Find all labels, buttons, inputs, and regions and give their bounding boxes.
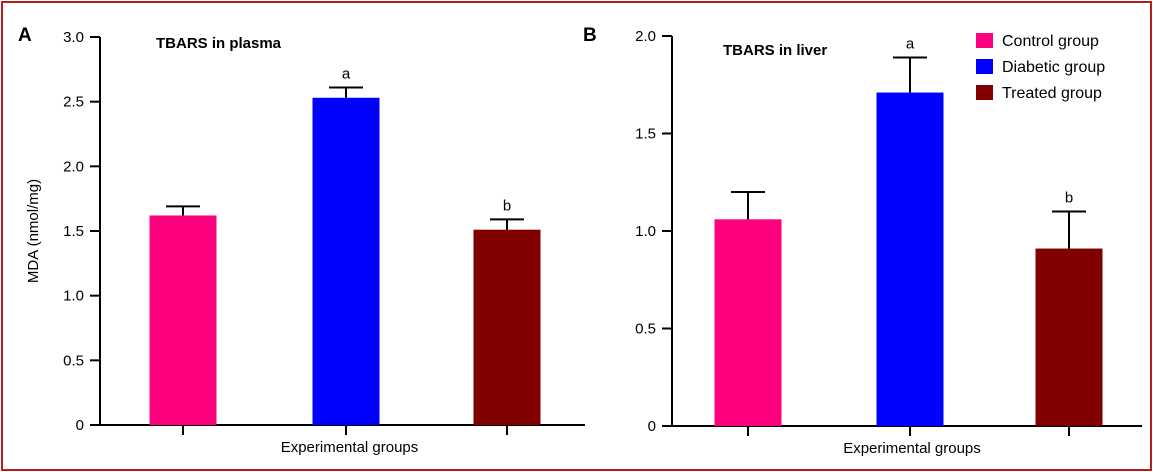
- y-tick-label: 0: [648, 418, 656, 435]
- chart-title: TBARS in liver: [723, 42, 827, 59]
- legend-swatch: [976, 59, 993, 74]
- significance-letter: a: [342, 65, 351, 82]
- y-tick-label: 1.5: [63, 223, 84, 240]
- panel-label: A: [18, 25, 32, 46]
- bar-treated-group: [1035, 248, 1103, 426]
- x-axis-label: Experimental groups: [843, 440, 981, 457]
- bar-diabetic-group: [876, 92, 944, 427]
- chart-panel-b: B TBARS in liver 0 0.5 1.0 1.5 2.0 Experimental…: [583, 25, 1142, 457]
- legend-label: Treated group: [1002, 85, 1102, 102]
- y-tick-label: 0.5: [635, 321, 656, 338]
- y-tick-label: 0.5: [63, 352, 84, 369]
- y-tick-label: 2.0: [635, 28, 656, 45]
- bar-treated-group: [473, 229, 541, 425]
- bar-control-group: [714, 219, 782, 426]
- legend-label: Diabetic group: [1002, 59, 1105, 76]
- legend-label: Control group: [1002, 33, 1099, 50]
- significance-letter: b: [503, 197, 511, 214]
- y-tick-label: 1.0: [635, 223, 656, 240]
- legend-swatch: [976, 85, 993, 100]
- bar-diabetic-group: [312, 97, 380, 425]
- significance-letter: a: [906, 35, 915, 52]
- y-tick-label: 2.5: [63, 94, 84, 111]
- bar-control-group: [149, 215, 217, 425]
- y-tick-label: 1.5: [635, 126, 656, 143]
- y-tick-label: 1.0: [63, 288, 84, 305]
- x-axis-label: Experimental groups: [281, 439, 419, 456]
- chart-title: TBARS in plasma: [156, 35, 282, 52]
- chart-panel-a: A TBARS in plasma 0 0.5 1.0 1.5 2.0 2.5 3.0 Exper…: [18, 25, 585, 456]
- significance-letter: b: [1065, 190, 1073, 207]
- panel-label: B: [583, 25, 597, 46]
- legend-swatch: [976, 33, 993, 48]
- y-tick-label: 3.0: [63, 29, 84, 46]
- y-axis-label: MDA (nmol/mg): [25, 179, 42, 283]
- y-tick-label: 0: [76, 417, 84, 434]
- y-tick-label: 2.0: [63, 158, 84, 175]
- legend: Control group Diabetic group Treated group: [976, 33, 1105, 102]
